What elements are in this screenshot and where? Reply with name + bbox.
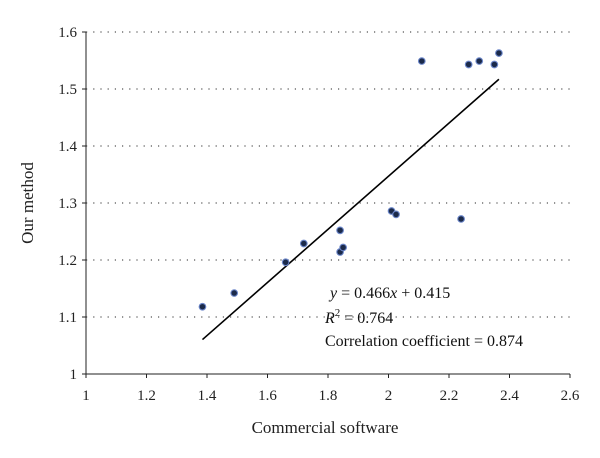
x-tick-label-4: 1.8 [319, 388, 338, 404]
correlation-coefficient-label: Correlation coefficient = 0.874 [325, 333, 523, 350]
data-point-11 [464, 60, 473, 69]
data-point-2 [281, 258, 290, 267]
x-tick-labels: 1 1.2 1.4 1.6 1.8 2 2.2 2.4 2.6 [82, 374, 580, 404]
y-tick-label-2: 1.2 [58, 253, 77, 269]
r-squared-value: = 0.764 [340, 310, 393, 327]
y-tick-labels: 1 1.1 1.2 1.3 1.4 1.5 1.6 [58, 25, 86, 383]
data-point-14 [495, 49, 503, 57]
equation-x: x [389, 285, 397, 302]
x-tick-label-0: 1 [82, 388, 90, 404]
data-point-3 [299, 239, 308, 248]
x-tick-label-6: 2.2 [440, 388, 459, 404]
x-tick-label-1: 1.2 [137, 388, 156, 404]
data-point-1 [230, 289, 239, 297]
data-point-12 [475, 57, 484, 65]
data-points [198, 49, 503, 311]
x-tick-label-2: 1.4 [198, 388, 217, 404]
data-point-8 [392, 210, 400, 219]
y-tick-label-0: 1 [70, 367, 78, 383]
r-squared-r: R [324, 310, 335, 327]
y-tick-label-5: 1.5 [58, 82, 77, 98]
x-tick-label-8: 2.6 [561, 388, 580, 404]
regression-equation: y = 0.466x + 0.415 [328, 285, 450, 302]
equation-intercept: + 0.415 [397, 285, 450, 302]
y-tick-label-3: 1.3 [58, 196, 77, 212]
y-tick-label-6: 1.6 [58, 25, 77, 41]
data-point-0 [198, 302, 207, 311]
data-point-13 [490, 60, 499, 69]
y-tick-label-4: 1.4 [58, 139, 77, 155]
r-squared-superscript: 2 [335, 307, 341, 319]
equation-y: y [328, 285, 338, 302]
y-axis-title: Our method [18, 162, 37, 244]
x-tick-label-3: 1.6 [258, 388, 277, 404]
equation-slope: = 0.466 [337, 285, 390, 302]
x-tick-label-7: 2.4 [500, 388, 519, 404]
data-point-6 [339, 243, 347, 252]
r-squared-label: R2 = 0.764 [324, 307, 393, 327]
data-point-10 [457, 215, 465, 223]
y-tick-label-1: 1.1 [58, 310, 77, 326]
grid-lines [86, 31, 570, 318]
x-axis-title: Commercial software [252, 418, 399, 437]
trendline [201, 78, 500, 341]
data-point-4 [336, 226, 344, 235]
data-point-9 [417, 57, 426, 65]
x-tick-label-5: 2 [385, 388, 393, 404]
